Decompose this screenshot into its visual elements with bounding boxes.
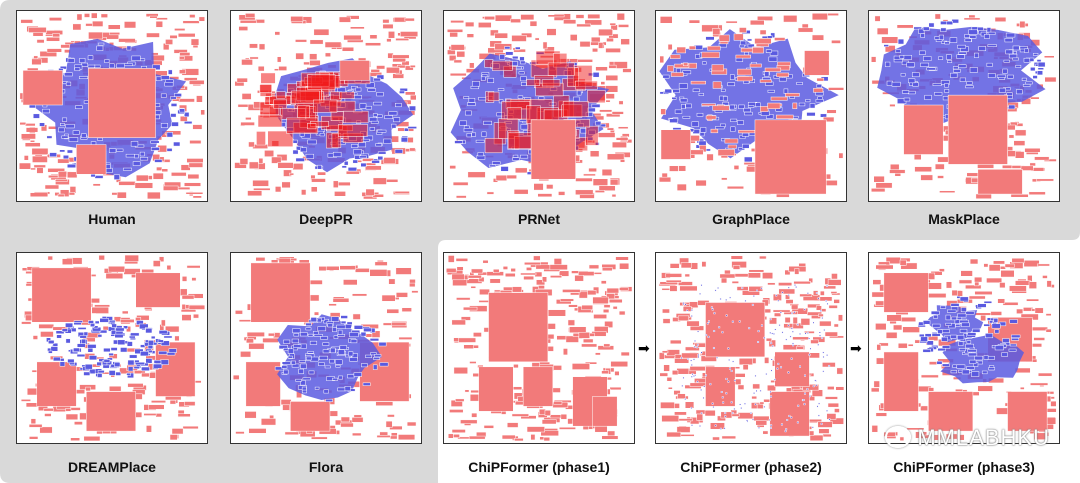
placement-chipformer-phase1 — [443, 252, 635, 444]
placement-flora — [230, 252, 422, 444]
wechat-icon — [885, 426, 912, 448]
placement-graphplace — [655, 10, 847, 202]
label-chipformer-phase2: ChiPFormer (phase2) — [680, 459, 822, 475]
placement-chipformer-phase3 — [868, 252, 1060, 444]
arrow-right-icon: ➡ — [850, 340, 862, 356]
label-chipformer-phase1: ChiPFormer (phase1) — [468, 459, 610, 475]
placement-deeppr — [230, 10, 422, 202]
label-prnet: PRNet — [517, 211, 560, 227]
watermark: MMLABHKU — [885, 425, 1050, 451]
label-dreamplace: DREAMPlace — [68, 459, 156, 475]
placement-chipformer-phase2 — [655, 252, 847, 444]
watermark-text: MMLABHKU — [917, 425, 1050, 450]
label-flora: Flora — [308, 459, 344, 475]
label-deeppr: DeepPR — [299, 211, 353, 227]
label-graphplace: GraphPlace — [712, 211, 790, 227]
placement-dreamplace — [16, 252, 208, 444]
label-maskplace: MaskPlace — [928, 211, 1000, 227]
placement-maskplace — [868, 10, 1060, 202]
label-human: Human — [88, 211, 136, 227]
label-chipformer-phase3: ChiPFormer (phase3) — [893, 459, 1035, 475]
placement-prnet — [443, 10, 635, 202]
placement-human — [16, 10, 208, 202]
arrow-right-icon: ➡ — [638, 340, 650, 356]
